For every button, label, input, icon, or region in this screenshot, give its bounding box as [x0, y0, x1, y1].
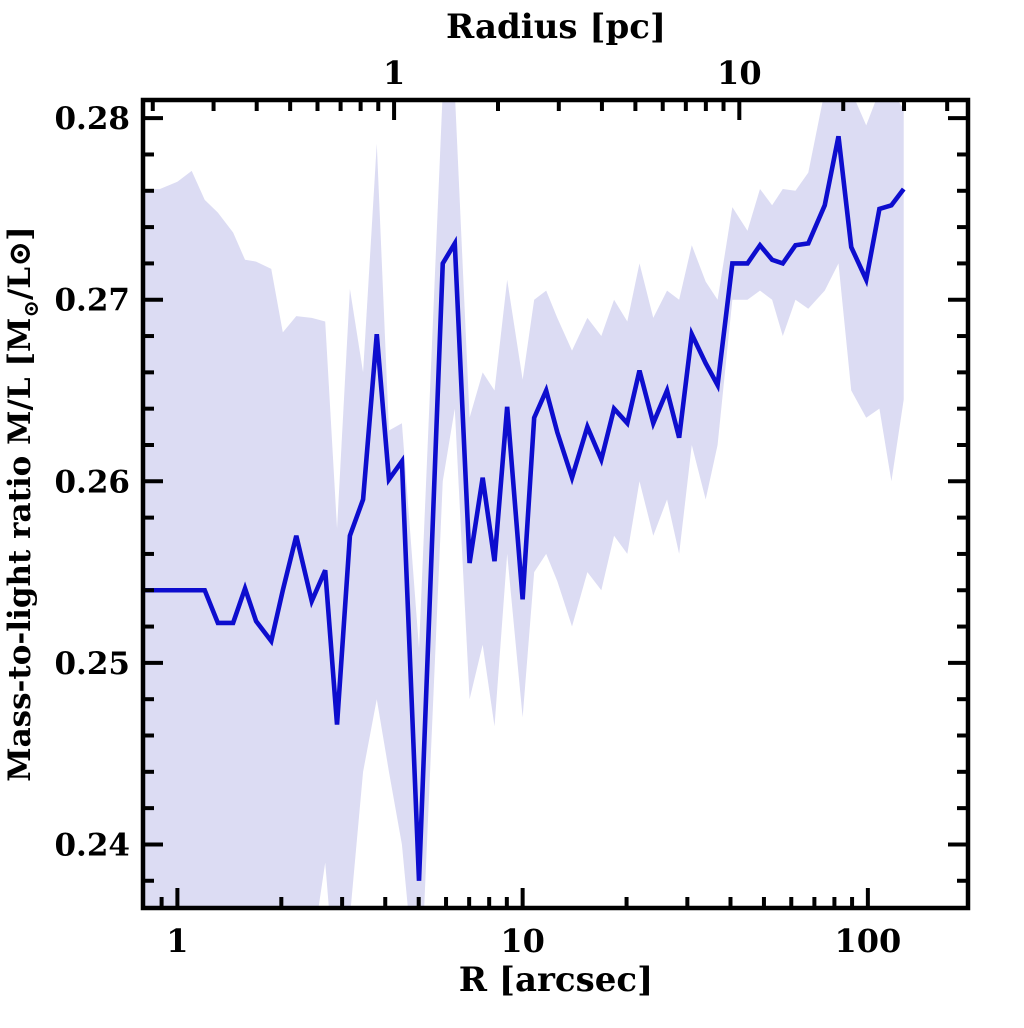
tick-label: 10	[717, 54, 762, 92]
plot-frame	[140, 97, 971, 911]
x-axis-title: R [arcsec]	[459, 960, 653, 1000]
tick-label: 0.25	[54, 646, 130, 682]
tick-label: 100	[834, 922, 901, 960]
tick-label: 1	[166, 922, 188, 960]
axis-tick-labels: 1 10 100 1 10 0.24 0.25 0.26 0.27 0.28	[54, 54, 901, 960]
top-axis-title: Radius [pc]	[446, 7, 666, 47]
tick-label: 0.24	[54, 827, 130, 863]
tick-label: 0.28	[54, 101, 130, 137]
tick-label: 0.27	[54, 283, 130, 319]
tick-label: 1	[383, 54, 405, 92]
tick-label: 10	[500, 922, 545, 960]
ml-profile-curve	[143, 135, 906, 881]
tick-label: 0.26	[54, 464, 130, 500]
y-axis-title: Mass-to-light ratio M/L [M⊙/L⊙]	[2, 226, 43, 782]
axis-ticks	[143, 100, 968, 908]
